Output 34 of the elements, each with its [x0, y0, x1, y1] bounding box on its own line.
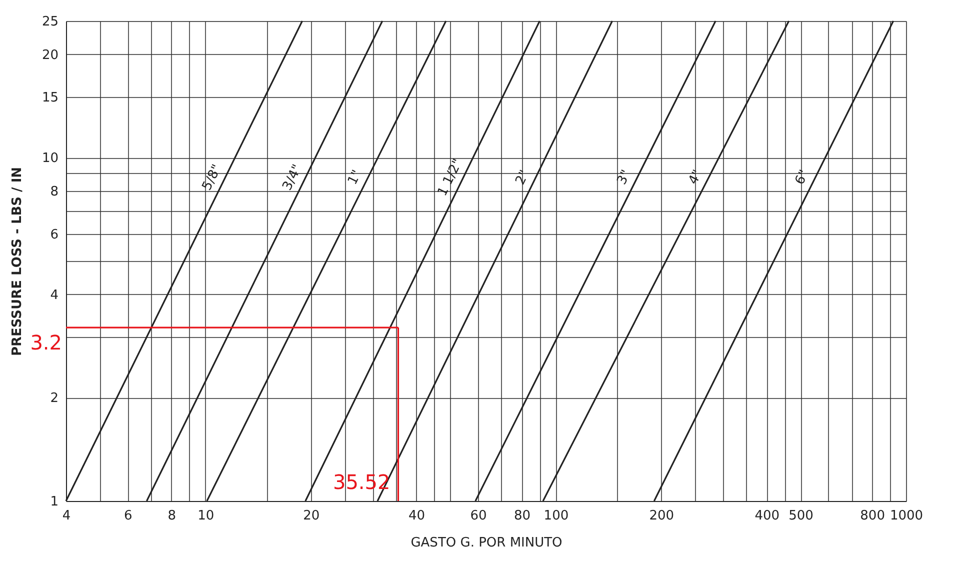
x-tick-label: 8: [168, 508, 176, 524]
text: 4": [686, 168, 706, 188]
x-tick-label: 60: [470, 508, 487, 524]
text: 1": [345, 168, 366, 188]
x-tick-label: 10: [198, 508, 214, 524]
x-tick-label: 400: [754, 508, 780, 524]
y-tick-label: 10: [42, 151, 58, 166]
text: 3/4": [280, 162, 306, 193]
x-tick-label: 1000: [890, 508, 924, 524]
y-tick-label: 2: [50, 391, 58, 406]
x-tick-label: 80: [514, 508, 531, 524]
y-tick-label: 8: [50, 184, 58, 200]
x-tick-label: 200: [649, 508, 674, 524]
x-axis-title: GASTO G. POR MINUTO: [410, 536, 562, 550]
y-tick-label: 20: [42, 48, 58, 63]
x-tick-label: 6: [124, 508, 132, 524]
x-tick-label: 20: [303, 508, 320, 524]
text: 2": [512, 168, 533, 188]
x-tick-label: 100: [544, 508, 569, 524]
y-tick-label: 15: [42, 90, 58, 106]
text: 3": [614, 168, 634, 188]
x-tick-label: 500: [788, 508, 814, 524]
y-tick-label: 25: [42, 14, 58, 30]
annotation: 3.2: [30, 330, 62, 355]
y-tick-label: 4: [50, 288, 58, 303]
x-tick-label: 40: [408, 508, 426, 524]
text: 5/8": [200, 162, 226, 193]
y-axis-title: PRESSURE LOSS - LBS / IN: [10, 166, 25, 356]
y-tick-label: 6: [50, 227, 58, 242]
text: 6": [792, 168, 812, 188]
text: 1 1/2": [435, 156, 466, 199]
y-tick-label: 1: [50, 494, 58, 510]
x-tick-label: 4: [62, 508, 71, 524]
x-tick-label: 800: [860, 508, 885, 524]
